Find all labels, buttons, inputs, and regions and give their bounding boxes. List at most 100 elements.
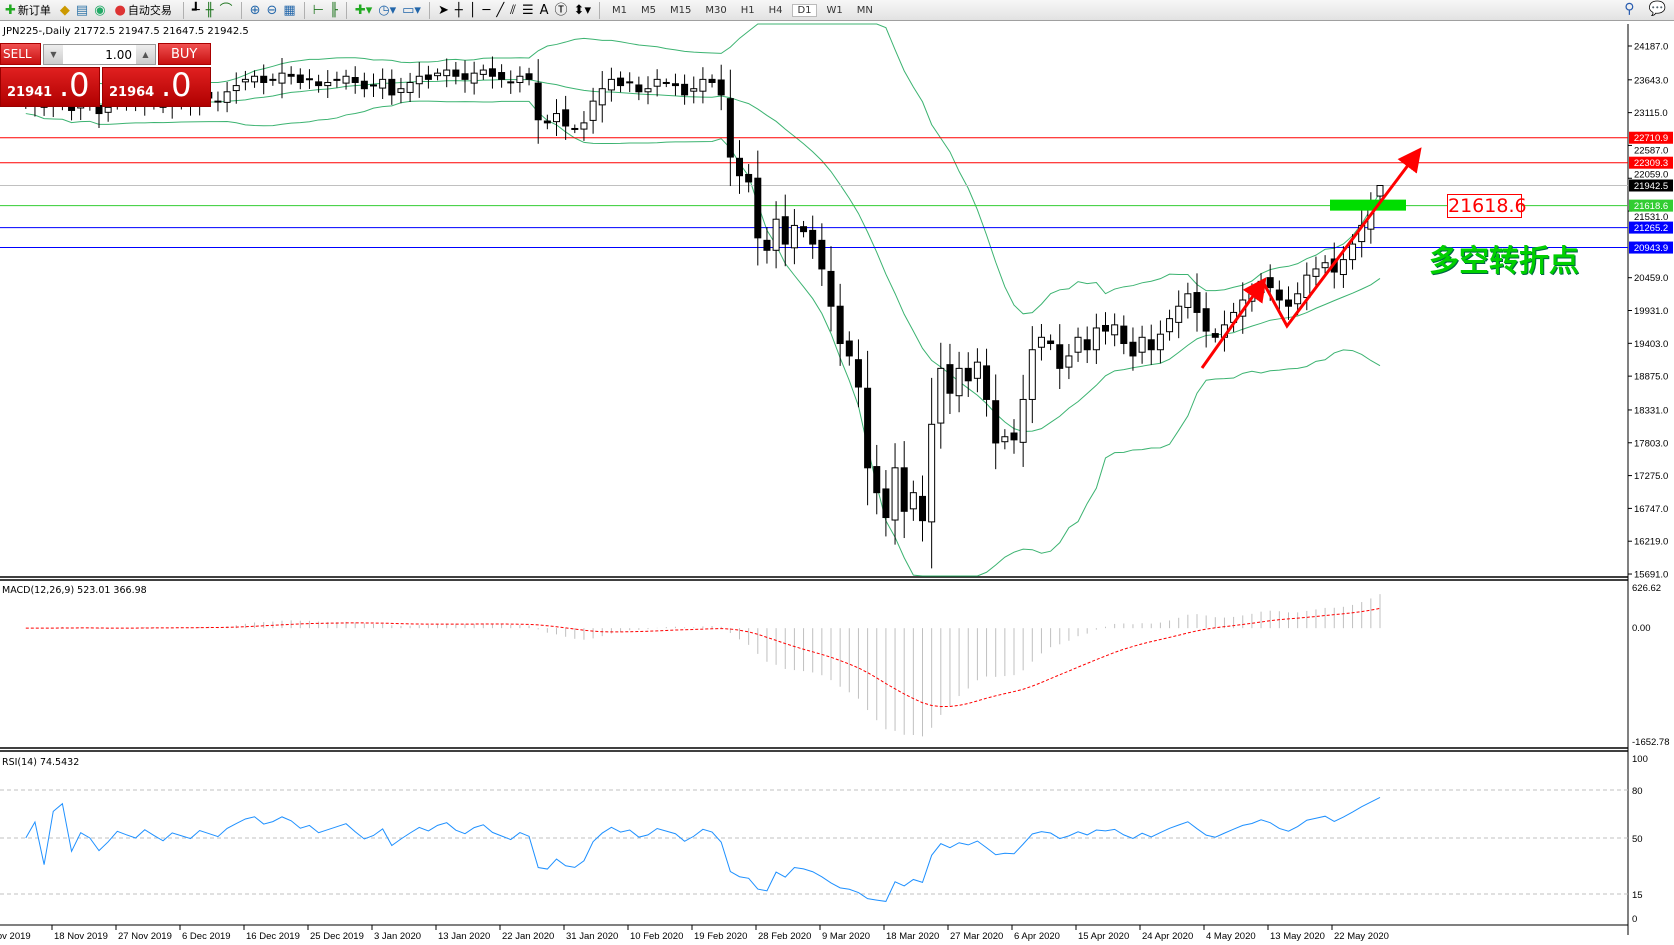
- candle-body: [251, 75, 259, 83]
- macd-title: MACD(12,26,9) 523.01 366.98: [2, 585, 147, 596]
- candle-body: [973, 361, 981, 379]
- timeframe-mn[interactable]: MN: [856, 4, 873, 16]
- candle-body: [607, 78, 615, 91]
- price-level-label: 21265.2: [1634, 223, 1668, 234]
- search-icon[interactable]: ⚲: [1624, 1, 1635, 17]
- candle-body: [305, 78, 313, 81]
- timeframe-d1[interactable]: D1: [792, 3, 817, 17]
- candle-body: [1321, 262, 1329, 269]
- candle-body: [1129, 341, 1137, 357]
- candle-body: [1074, 336, 1082, 353]
- arrows-icon[interactable]: ⬍▾: [573, 2, 591, 18]
- price-level-label: 22309.3: [1634, 158, 1668, 169]
- candle-body: [333, 78, 341, 81]
- divider: [240, 1, 242, 19]
- timeframe-m15[interactable]: M15: [669, 4, 692, 16]
- candle-body: [287, 73, 295, 77]
- candle-body: [1184, 293, 1192, 308]
- horizontal-line-icon[interactable]: ─: [482, 2, 491, 18]
- bar-chart-icon[interactable]: ┹: [191, 2, 200, 18]
- candlestick-icon[interactable]: ╫: [205, 2, 214, 18]
- lot-size-input[interactable]: ▼ 1.00 ▲: [43, 44, 156, 65]
- sell-button[interactable]: SELL: [0, 43, 41, 65]
- candle-body: [360, 80, 368, 90]
- candle-body: [406, 81, 414, 93]
- rsi-tick-label: 50: [1632, 834, 1643, 845]
- candle-body: [269, 78, 277, 81]
- lot-size-value[interactable]: 1.00: [105, 47, 132, 62]
- history-icon[interactable]: ◆: [59, 2, 70, 18]
- sell-price-button[interactable]: 21941 .0: [0, 66, 100, 107]
- timeframe-h1[interactable]: H1: [740, 4, 755, 16]
- timeframe-m30[interactable]: M30: [705, 4, 727, 16]
- zoom-in-icon[interactable]: ⊕: [249, 2, 261, 18]
- candle-body: [424, 74, 432, 80]
- candle-body: [653, 78, 661, 87]
- signals-icon[interactable]: ◉: [94, 2, 106, 18]
- periods-icon[interactable]: ◷▾: [378, 2, 397, 18]
- candle-body: [1120, 325, 1128, 345]
- price-tick-label: 24187.0: [1634, 42, 1668, 53]
- annotation-turning-point-text[interactable]: 多空转折点: [1429, 244, 1579, 279]
- price-tick-label: 19403.0: [1634, 339, 1668, 350]
- candle-body: [1147, 339, 1155, 351]
- candle-body: [635, 84, 643, 93]
- crosshair-icon[interactable]: ┼: [454, 2, 463, 18]
- candle-body: [104, 106, 112, 113]
- candle-body: [854, 359, 862, 388]
- timeframe-m1[interactable]: M1: [611, 4, 627, 16]
- candle-body: [241, 78, 249, 83]
- buy-price-button[interactable]: 21964 .0: [102, 66, 211, 107]
- candle-body: [397, 88, 405, 93]
- candle-body: [1028, 349, 1036, 400]
- timeframe-w1[interactable]: W1: [826, 4, 843, 16]
- chat-icon[interactable]: 💬: [1648, 1, 1666, 17]
- timeframe-h4[interactable]: H4: [768, 4, 783, 16]
- time-tick-label: Nov 2019: [0, 931, 31, 942]
- lot-decrease-button[interactable]: ▼: [44, 45, 63, 64]
- timeframe-m5[interactable]: M5: [640, 4, 656, 16]
- candle-body: [873, 466, 881, 494]
- macd-tick-label: -1652.78: [1632, 737, 1670, 748]
- buy-button[interactable]: BUY: [158, 43, 211, 65]
- trendline-icon[interactable]: ╱: [496, 2, 505, 18]
- new-order-button[interactable]: ✚ 新订单: [2, 1, 54, 20]
- bollinger-middle-band: [25, 79, 1381, 432]
- macd-tick-label: 0.00: [1632, 623, 1651, 634]
- time-tick-label: 15 Apr 2020: [1078, 931, 1129, 942]
- candle-body: [388, 78, 396, 96]
- candle-body: [1193, 292, 1201, 313]
- auto-trading-label: 自动交易: [127, 4, 172, 17]
- equidistant-channel-icon[interactable]: ⫽: [510, 2, 516, 18]
- support-zone-rect: [1330, 199, 1406, 211]
- chart-canvas[interactable]: 24187.0 23643.0 23115.0 22587.0 22059.0 21531…: [0, 22, 1674, 945]
- terminal-icon[interactable]: ▤: [75, 2, 89, 18]
- candle-body: [662, 81, 670, 84]
- templates-icon[interactable]: ▭▾: [402, 2, 421, 18]
- annotation-price-label[interactable]: 21618.6: [1447, 194, 1527, 218]
- fibonacci-icon[interactable]: ☰: [521, 2, 534, 18]
- candle-body: [525, 73, 533, 80]
- line-chart-icon[interactable]: ⌒: [219, 2, 233, 18]
- indicators-icon[interactable]: ✚▾: [354, 2, 373, 18]
- chart-shift-icon[interactable]: ╟: [330, 2, 338, 18]
- cursor-icon[interactable]: ➤: [437, 2, 449, 18]
- candle-body: [955, 367, 963, 397]
- price-level-label: 22710.9: [1634, 133, 1668, 144]
- time-tick-label: 13 Jan 2020: [438, 931, 490, 942]
- candle-body: [470, 72, 478, 84]
- rsi-tick-label: 15: [1632, 890, 1643, 901]
- candle-body: [845, 340, 853, 357]
- candle-body: [1285, 299, 1292, 307]
- text-icon[interactable]: A: [539, 2, 549, 18]
- lot-increase-button[interactable]: ▲: [136, 45, 155, 64]
- text-label-icon[interactable]: Ⓣ: [554, 2, 568, 18]
- time-tick-label: 24 Apr 2020: [1142, 931, 1193, 942]
- vertical-line-icon[interactable]: │: [468, 2, 477, 18]
- tile-windows-icon[interactable]: ▦: [283, 2, 296, 18]
- auto-trading-button[interactable]: ● 自动交易: [112, 1, 175, 20]
- zoom-out-icon[interactable]: ⊖: [266, 2, 278, 18]
- auto-scroll-icon[interactable]: ⊢: [312, 2, 324, 18]
- price-tick-label: 15691.0: [1634, 570, 1668, 581]
- candle-body: [553, 113, 560, 123]
